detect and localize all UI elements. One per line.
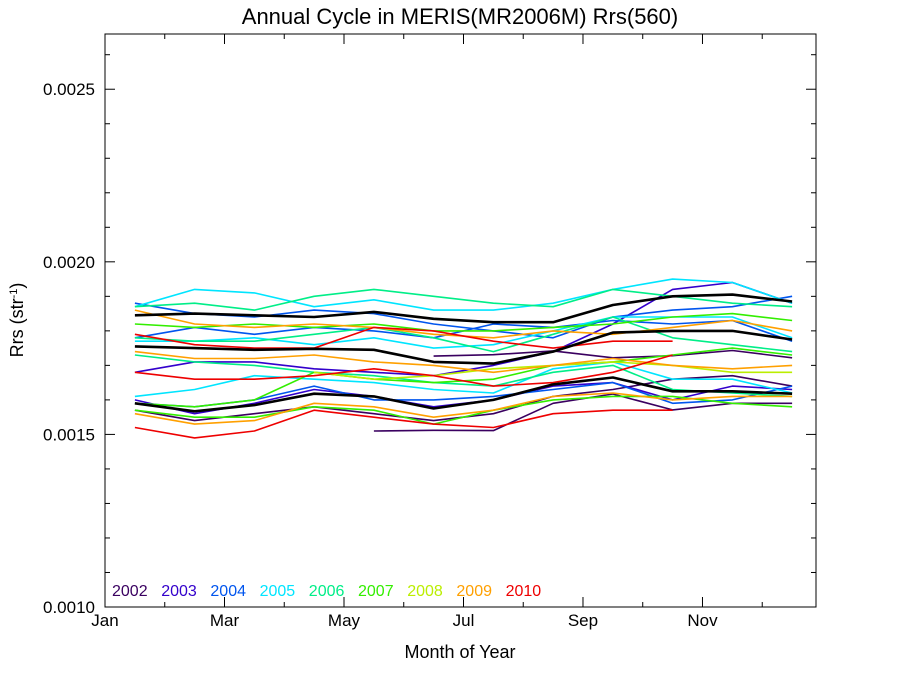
y-axis-label-close: ) [7,283,27,289]
legend-entry-2010: 2010 [506,583,542,600]
series-line-20 [134,392,793,425]
x-tick-label: Jul [453,611,475,630]
series-line-8 [134,278,793,311]
series-line-12 [134,316,793,353]
series-line-22 [134,354,673,387]
y-tick-label: 0.0015 [43,425,95,444]
y-tick-label: 0.0025 [43,80,95,99]
y-axis-label-sup: -1 [8,289,20,299]
series-lines [134,278,793,439]
y-tick-label: 0.0010 [43,598,95,617]
series-line-14 [134,312,793,332]
legend-entry-2009: 2009 [456,583,492,600]
x-tick-label: May [328,611,361,630]
x-tick-label: Mar [210,611,240,630]
tick-labels: 0.0010 0.0015 0.0020 0.0025 Jan Mar May Jul Sep N… [43,80,718,630]
x-tick-label: Nov [687,611,718,630]
y-axis-label: Rrs (str-1) [7,283,27,358]
series-line-3 [134,281,793,377]
mean-line-26 [134,376,793,413]
legend-entry-2005: 2005 [260,583,296,600]
legend-entry-2006: 2006 [309,583,345,600]
series-line-11 [134,288,793,311]
x-axis-label: Month of Year [404,642,515,662]
legend: 2002 2003 2004 2005 2006 2007 2008 2009 2010 [112,583,541,600]
legend-entry-2007: 2007 [358,583,394,600]
series-line-23 [134,409,673,439]
legend-entry-2002: 2002 [112,583,148,600]
plot-frame [104,33,817,608]
x-tick-label: Sep [568,611,598,630]
mean-line-25 [134,329,793,365]
y-axis-label-main: Rrs (str [7,298,27,357]
mean-lines [134,293,793,413]
series-line-21 [134,326,673,349]
y-tick-label: 0.0020 [43,253,95,272]
x-tick-label: Jan [91,611,118,630]
series-line-19 [134,350,793,374]
series-line-16 [134,395,793,425]
series-line-10 [134,361,793,398]
axis-ticks [104,34,816,608]
legend-entry-2004: 2004 [210,583,246,600]
legend-entry-2003: 2003 [161,583,197,600]
legend-entry-2008: 2008 [407,583,443,600]
series-line-6 [134,295,793,339]
chart-title: Annual Cycle in MERIS(MR2006M) Rrs(560) [242,4,678,29]
mean-line-24 [134,293,793,324]
